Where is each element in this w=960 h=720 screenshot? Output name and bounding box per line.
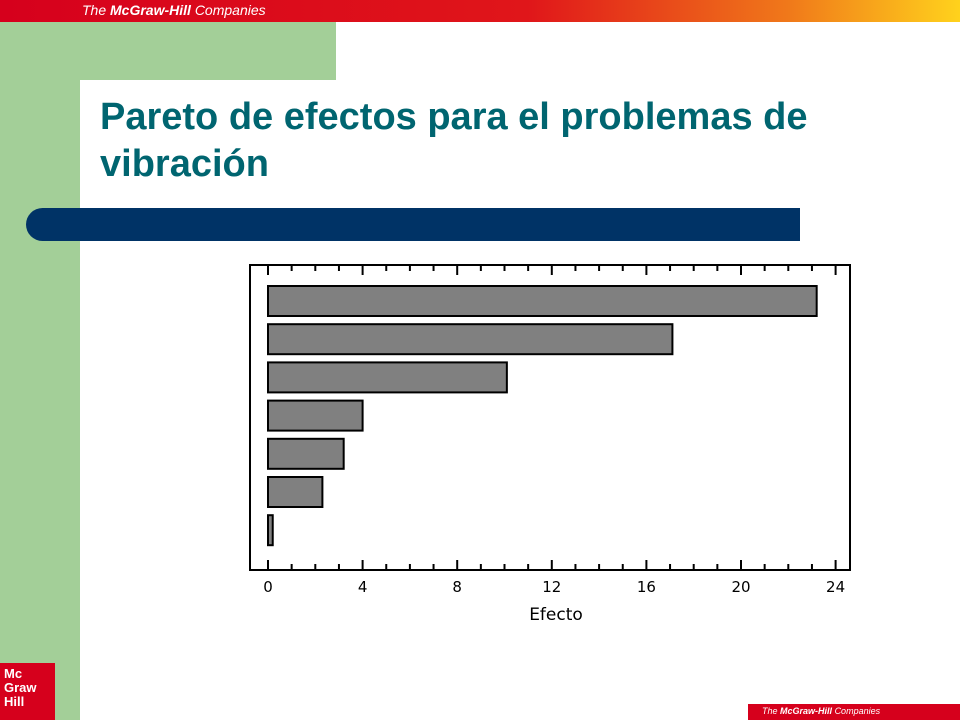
bar-6 bbox=[267, 514, 274, 547]
x-tick-label: 4 bbox=[358, 578, 368, 596]
top-brand-bar: The McGraw-Hill Companies bbox=[0, 0, 960, 22]
x-axis-label: Efecto bbox=[529, 605, 583, 625]
bottom-ticks bbox=[267, 560, 837, 570]
footer-brand-bar: The McGraw-Hill Companies bbox=[748, 704, 960, 720]
title-divider-bar bbox=[26, 208, 800, 241]
pareto-chart: E: PRECARC: DIAMA: GRANOF:MATESTD: RPMB:… bbox=[249, 264, 851, 625]
bar-2 bbox=[267, 361, 508, 394]
slide-title: Pareto de efectos para el problemas de v… bbox=[100, 96, 808, 185]
top-brand-text: The McGraw-Hill Companies bbox=[82, 2, 266, 18]
bar-0 bbox=[267, 285, 818, 317]
x-tick-label: 8 bbox=[452, 578, 462, 596]
left-green-strip bbox=[0, 22, 80, 720]
tick-labels: 0 4 8 12 16 20 24 bbox=[263, 578, 845, 596]
top-ticks bbox=[267, 265, 837, 275]
x-tick-label: 24 bbox=[826, 578, 845, 596]
footer-brand-text: The McGraw-Hill Companies bbox=[762, 706, 881, 716]
bar-1 bbox=[267, 323, 674, 356]
bar-4 bbox=[267, 437, 345, 470]
mcgraw-hill-logo: Mc Graw Hill bbox=[0, 663, 55, 720]
x-tick-label: 12 bbox=[542, 578, 561, 596]
logo-line-2: Graw bbox=[4, 680, 37, 695]
x-tick-label: 20 bbox=[731, 578, 750, 596]
bars bbox=[267, 285, 818, 547]
logo-line-3: Hill bbox=[4, 694, 25, 709]
bar-3 bbox=[267, 399, 364, 432]
logo-line-1: Mc bbox=[4, 666, 23, 681]
top-green-block bbox=[80, 22, 336, 80]
bar-5 bbox=[267, 476, 324, 508]
x-tick-label: 16 bbox=[637, 578, 656, 596]
x-tick-label: 0 bbox=[263, 578, 273, 596]
